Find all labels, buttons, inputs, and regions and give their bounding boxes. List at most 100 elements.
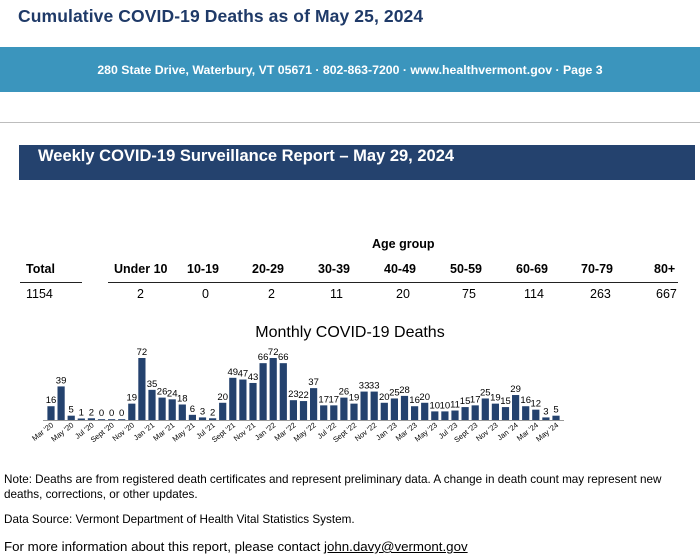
bar-9: [138, 358, 146, 420]
bar-35: [400, 395, 409, 420]
tick-label-23: Jan '24: [495, 420, 519, 442]
age-group-title: Age group: [372, 237, 435, 251]
bar-19: [239, 379, 247, 420]
bar-14: [188, 414, 196, 420]
bar-47: [522, 406, 530, 420]
data-label-41: 15: [460, 396, 471, 407]
data-label-35: 28: [399, 385, 410, 396]
contact-email-link[interactable]: john.davy@vermont.gov: [324, 539, 468, 554]
age-header-10-19: 10-19: [187, 262, 219, 276]
tick-label-13: May '22: [292, 420, 318, 443]
age-value-10-19: 0: [202, 287, 209, 301]
data-label-48: 12: [531, 399, 542, 410]
bar-4: [87, 418, 95, 420]
bar-24: [289, 400, 297, 420]
bar-12: [168, 399, 176, 420]
page-title: Cumulative COVID-19 Deaths as of May 25,…: [18, 6, 424, 26]
total-value: 1154: [26, 287, 53, 301]
data-label-47: 16: [520, 395, 531, 406]
data-label-31: 33: [359, 381, 370, 392]
bar-27: [320, 405, 328, 420]
bar-43: [481, 398, 489, 420]
age-header-40-49: 40-49: [384, 262, 416, 276]
age-header-50-59: 50-59: [450, 262, 482, 276]
bar-10: [148, 389, 156, 420]
bar-39: [441, 411, 449, 420]
age-value-30-39: 11: [330, 287, 343, 301]
tick-label-1: May '20: [49, 420, 75, 443]
bar-15: [198, 417, 207, 420]
data-label-21: 66: [258, 352, 269, 363]
data-label-25: 22: [298, 390, 309, 401]
tick-label-16: Nov '22: [353, 420, 378, 443]
data-label-33: 20: [379, 392, 390, 403]
data-label-17: 20: [217, 392, 228, 403]
tick-label-19: May '23: [413, 420, 439, 443]
age-value-70-79: 263: [590, 287, 611, 301]
age-value-50-59: 75: [462, 287, 476, 301]
chart-title: Monthly COVID-19 Deaths: [255, 324, 445, 341]
bar-20: [249, 382, 257, 420]
bar-7: [118, 419, 126, 420]
data-label-8: 19: [127, 393, 138, 404]
bar-33: [380, 402, 388, 420]
divider: [0, 122, 700, 123]
data-label-15: 3: [200, 406, 205, 417]
address-banner: 280 State Drive, Waterbury, VT 05671 · 8…: [0, 47, 700, 92]
data-label-1: 39: [56, 375, 67, 386]
tick-label-10: Nov '21: [232, 420, 257, 443]
data-label-43: 25: [480, 387, 491, 398]
tick-label-22: Nov '23: [474, 420, 499, 443]
total-underline: [20, 282, 82, 283]
data-label-18: 49: [228, 367, 239, 378]
data-label-32: 33: [369, 381, 380, 392]
bar-41: [461, 407, 469, 420]
bar-29: [340, 397, 348, 420]
bar-25: [299, 401, 308, 420]
age-header-60-69: 60-69: [516, 262, 548, 276]
bar-48: [532, 409, 540, 420]
bar-18: [229, 377, 237, 420]
data-label-24: 23: [288, 389, 299, 400]
bar-11: [158, 397, 166, 420]
bar-30: [350, 403, 358, 420]
age-header-under-10: Under 10: [114, 262, 168, 276]
data-label-20: 43: [248, 372, 259, 383]
data-label-11: 26: [157, 387, 168, 398]
data-label-0: 16: [46, 395, 57, 406]
data-label-29: 26: [339, 387, 350, 398]
bar-3: [77, 418, 85, 420]
age-value-60-69: 114: [524, 287, 544, 301]
bar-38: [431, 411, 439, 420]
data-label-27: 17: [318, 394, 329, 405]
bar-2: [67, 415, 75, 420]
data-label-40: 11: [450, 400, 460, 411]
data-label-28: 17: [329, 394, 340, 405]
bar-23: [279, 363, 287, 420]
age-value-20-29: 2: [268, 287, 275, 301]
bar-50: [552, 415, 560, 420]
data-label-13: 18: [177, 394, 188, 405]
data-label-9: 72: [137, 347, 148, 358]
tick-label-17: Jan '23: [374, 420, 398, 442]
contact-prefix: For more information about this report, …: [4, 539, 325, 554]
data-label-2: 5: [69, 405, 74, 416]
report-title-banner: Weekly COVID-19 Surveillance Report – Ma…: [19, 145, 695, 180]
tick-label-11: Jan '22: [253, 420, 277, 442]
report-title: Weekly COVID-19 Surveillance Report – Ma…: [38, 147, 455, 165]
data-label-23: 66: [278, 352, 289, 363]
bar-32: [370, 391, 378, 420]
bar-37: [421, 402, 429, 420]
data-label-50: 5: [553, 405, 558, 416]
data-label-5: 0: [99, 408, 104, 419]
bar-22: [269, 358, 277, 420]
bar-21: [259, 363, 267, 420]
data-label-45: 15: [500, 396, 511, 407]
data-label-36: 16: [409, 395, 420, 406]
data-label-46: 29: [510, 384, 521, 395]
bar-40: [451, 410, 459, 420]
age-value-80-plus: 667: [656, 287, 677, 301]
bar-31: [360, 391, 368, 420]
tick-label-5: Jan '21: [132, 420, 156, 442]
